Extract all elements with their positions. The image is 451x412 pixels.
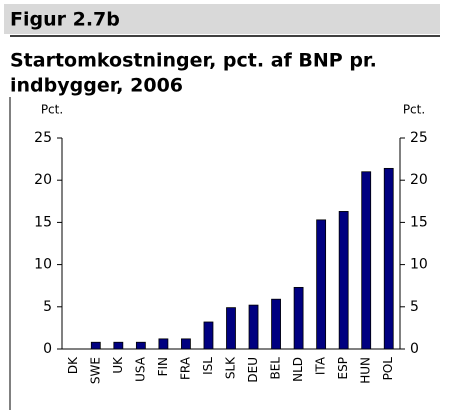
- x-tick-label: UK: [111, 356, 125, 374]
- bar: [135, 341, 146, 350]
- y2-tick-label: 15: [410, 214, 428, 230]
- y-tick-label: 0: [43, 341, 52, 357]
- y-tick-label: 25: [34, 130, 52, 146]
- bar: [226, 307, 236, 350]
- x-tick-label: POL: [381, 357, 395, 381]
- bar: [158, 338, 169, 350]
- bar: [181, 338, 191, 350]
- x-tick-label: ESP: [336, 357, 350, 379]
- x-tick-label: DEU: [246, 357, 260, 383]
- bar: [113, 341, 124, 350]
- header-band: [4, 4, 440, 34]
- bar: [293, 286, 304, 350]
- y-axis-label: Pct.: [41, 103, 63, 117]
- x-tick-label: DK: [66, 356, 80, 374]
- y2-tick-label: 20: [410, 172, 428, 188]
- y-tick-label: 10: [34, 257, 52, 273]
- x-tick-label: SLK: [224, 356, 238, 379]
- bar: [248, 304, 259, 350]
- x-tick-label: NLD: [291, 357, 305, 382]
- x-tick-label: BEL: [269, 357, 283, 380]
- x-tick-label: USA: [133, 356, 147, 382]
- x-tick-label: HUN: [359, 357, 373, 384]
- x-tick-label: ITA: [314, 356, 328, 375]
- y2-axis-label: Pct.: [403, 103, 425, 117]
- x-tick-label: FIN: [156, 357, 170, 376]
- bar: [361, 171, 372, 350]
- y2-tick-label: 5: [410, 299, 419, 315]
- bar: [338, 211, 349, 350]
- bar: [271, 298, 281, 350]
- bar: [383, 167, 394, 350]
- y-tick-label: 15: [34, 214, 52, 230]
- y2-tick-label: 25: [410, 130, 428, 146]
- y2-tick-label: 0: [410, 341, 419, 357]
- bar: [203, 321, 214, 350]
- chart-title: Startomkostninger, pct. af BNP pr.: [10, 50, 377, 72]
- bar: [316, 219, 327, 350]
- figure-label: Figur 2.7b: [10, 9, 120, 31]
- x-tick-label: FRA: [178, 356, 192, 380]
- chart-title: indbygger, 2006: [10, 75, 183, 97]
- y-tick-label: 5: [43, 299, 52, 315]
- x-tick-label: SWE: [88, 357, 102, 384]
- y2-tick-label: 10: [410, 257, 428, 273]
- bar: [90, 341, 101, 350]
- y-tick-label: 20: [34, 172, 52, 188]
- x-tick-label: ISL: [201, 357, 215, 375]
